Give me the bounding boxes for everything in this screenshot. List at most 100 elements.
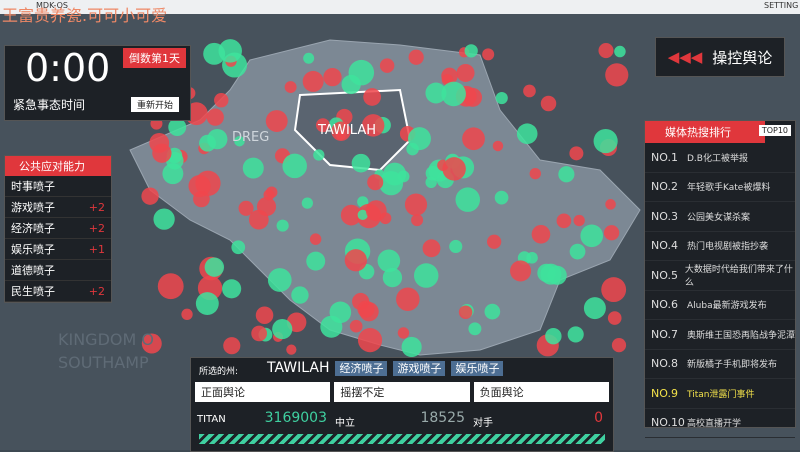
topbar — [0, 0, 800, 14]
outbreak-dot — [495, 91, 508, 105]
timer: 0:00 — [25, 46, 111, 90]
outbreak-dot — [181, 308, 193, 320]
ability-row: 时事喷子 — [5, 176, 111, 197]
stat-value: 18525 — [420, 410, 465, 426]
outbreak-dot — [573, 214, 585, 227]
outbreak-dot — [349, 319, 363, 333]
topic: 公园美女谋杀案 — [687, 212, 751, 223]
watermark: 王富贵养瓷.可可小可爱 — [2, 6, 168, 25]
map-label: KINGDOM O — [58, 330, 154, 349]
state-tag: 娱乐喷子 — [451, 361, 504, 376]
outbreak-dot — [567, 326, 584, 343]
ability-name: 道德喷子 — [11, 264, 55, 277]
countdown: 倒数第1天 — [123, 48, 186, 68]
ability-row: 民生喷子 +2 — [5, 281, 111, 302]
hot-row: NO.1 D.B化工被举报 — [645, 143, 795, 173]
outbreak-dot — [401, 336, 422, 358]
setting[interactable]: SETTING — [764, 1, 799, 10]
outbreak-dot — [556, 213, 572, 229]
outbreak-dot — [558, 166, 575, 183]
hot-row: NO.3 公园美女谋杀案 — [645, 202, 795, 232]
outbreak-dot — [441, 81, 466, 107]
outbreak-dot — [484, 303, 501, 320]
ability-name: 经济喷子 — [11, 222, 55, 235]
outbreak-dot — [238, 200, 254, 216]
hot-title: 媒体热搜排行 — [645, 121, 765, 143]
outbreak-dot — [598, 43, 614, 59]
outbreak-dot — [383, 162, 407, 186]
outbreak-dot — [540, 263, 562, 285]
outbreak-dot — [468, 322, 482, 336]
ability-bonus: +2 — [88, 200, 105, 214]
outbreak-dot — [309, 233, 322, 245]
outbreak-dot — [377, 249, 401, 273]
ability-name: 游戏喷子 — [11, 201, 55, 214]
selected-panel: 所选的州: TAWILAH 经济喷子 游戏喷子 娱乐喷子 正面舆论 摇摆不定 负面舆论 T… — [190, 357, 614, 452]
topic: 大数据时代给我们带来了什么 — [684, 265, 793, 289]
outbreak-dots — [141, 39, 629, 358]
outbreak-dot — [357, 300, 375, 318]
rank: NO.10 — [651, 416, 685, 430]
top10-badge: TOP10 — [758, 125, 791, 136]
outbreak-dot — [284, 81, 297, 94]
control-button[interactable]: ◀◀◀ 操控舆论 — [655, 37, 785, 77]
outbreak-dot — [607, 311, 622, 325]
ability-name: 时事喷子 — [11, 180, 55, 193]
outbreak-dot — [425, 176, 437, 189]
hot-row: NO.5 大数据时代给我们带来了什么 — [645, 261, 795, 291]
hot-row: NO.10 高校直播开学 — [645, 409, 795, 438]
outbreak-dot — [526, 251, 538, 264]
rank: NO.6 — [651, 298, 678, 312]
topic: Aluba最新游戏发布 — [687, 301, 767, 312]
selected-state: TAWILAH — [267, 360, 330, 376]
state-tag: 经济喷子 — [335, 361, 388, 376]
outbreak-dot — [411, 214, 424, 227]
hot-row: NO.7 奥斯维王国恐再陷战争泥潭 — [645, 320, 795, 350]
ability-bonus: +2 — [88, 221, 105, 235]
selected-label: 所选的州: — [199, 367, 239, 377]
outbreak-dot — [315, 118, 330, 133]
outbreak-dot — [168, 118, 187, 137]
outbreak-dot — [408, 127, 431, 151]
outbreak-dot — [601, 277, 627, 303]
outbreak-dot — [157, 273, 184, 300]
outbreak-dot — [462, 127, 485, 151]
ability-name: 民生喷子 — [11, 285, 55, 298]
outbreak-dot — [611, 337, 627, 353]
outbreak-dot — [214, 93, 229, 108]
outbreak-dot — [455, 187, 481, 212]
topic: Titan泄露门事件 — [687, 389, 755, 400]
outbreak-dot — [531, 224, 551, 244]
outbreak-dot — [404, 193, 428, 216]
outbreak-dot — [204, 257, 225, 277]
ability-row: 经济喷子 +2 — [5, 218, 111, 239]
map-label: SOUTHAMP — [58, 353, 149, 372]
timer-label: 紧急事态时间 — [13, 98, 86, 112]
outbreak-dot — [265, 110, 288, 132]
outbreak-dot — [422, 239, 441, 258]
os-title: MDK-OS — [36, 1, 68, 10]
abilities-panel: 公共应对能力 时事喷子 游戏喷子 +2 经济喷子 +2 娱乐喷子 +1 道德喷子 民生喷子 +2 — [4, 155, 112, 303]
ability-row: 道德喷子 — [5, 260, 111, 281]
outbreak-dot — [583, 297, 606, 320]
outbreak-dot — [614, 45, 626, 58]
outbreak-dot — [413, 263, 439, 288]
outbreak-dot — [242, 157, 264, 179]
outbreak-dot — [141, 187, 159, 205]
outbreak-dot — [231, 240, 246, 255]
outbreak-dot — [357, 328, 383, 353]
control-label: 操控舆论 — [712, 48, 773, 67]
stat-name: 对手 — [473, 418, 493, 429]
outbreak-dot — [263, 189, 275, 201]
outbreak-dot — [603, 225, 620, 241]
outbreak-dot — [329, 301, 352, 324]
restart-button[interactable]: 重新开始 — [131, 97, 180, 112]
outbreak-dot — [529, 167, 541, 180]
outbreak-dot — [464, 44, 478, 58]
outbreak-dot — [361, 114, 385, 137]
hot-row: NO.9 Titan泄露门事件 — [645, 379, 795, 409]
rank: NO.7 — [651, 327, 678, 341]
topic: 热门电视剧被指抄袭 — [687, 242, 769, 253]
stat-name: 中立 — [335, 418, 355, 429]
